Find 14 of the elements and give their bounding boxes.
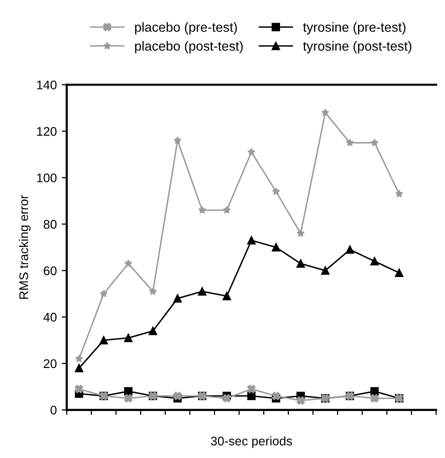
y-tick-label: 80	[44, 220, 57, 229]
legend-label: placebo (post-test)	[135, 41, 243, 54]
legend-label: tyrosine (post-test)	[303, 41, 412, 54]
y-tick-label: 20	[44, 359, 57, 368]
y-tick-label: 100	[37, 173, 57, 182]
y-axis-title: RMS tracking error	[18, 195, 31, 299]
y-tick-label: 140	[37, 80, 57, 90]
x-axis-title: 30-sec periods	[210, 436, 292, 448]
y-tick-label: 120	[37, 126, 57, 136]
y-tick-label: 0	[50, 406, 57, 415]
y-tick-label: 60	[44, 266, 57, 276]
y-tick-label: 40	[43, 312, 57, 322]
legend-label: tyrosine (pre-test)	[303, 22, 406, 34]
legend-label: placebo (pre-test)	[135, 22, 237, 34]
